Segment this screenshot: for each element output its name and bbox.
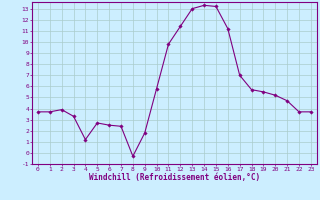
X-axis label: Windchill (Refroidissement éolien,°C): Windchill (Refroidissement éolien,°C) xyxy=(89,173,260,182)
